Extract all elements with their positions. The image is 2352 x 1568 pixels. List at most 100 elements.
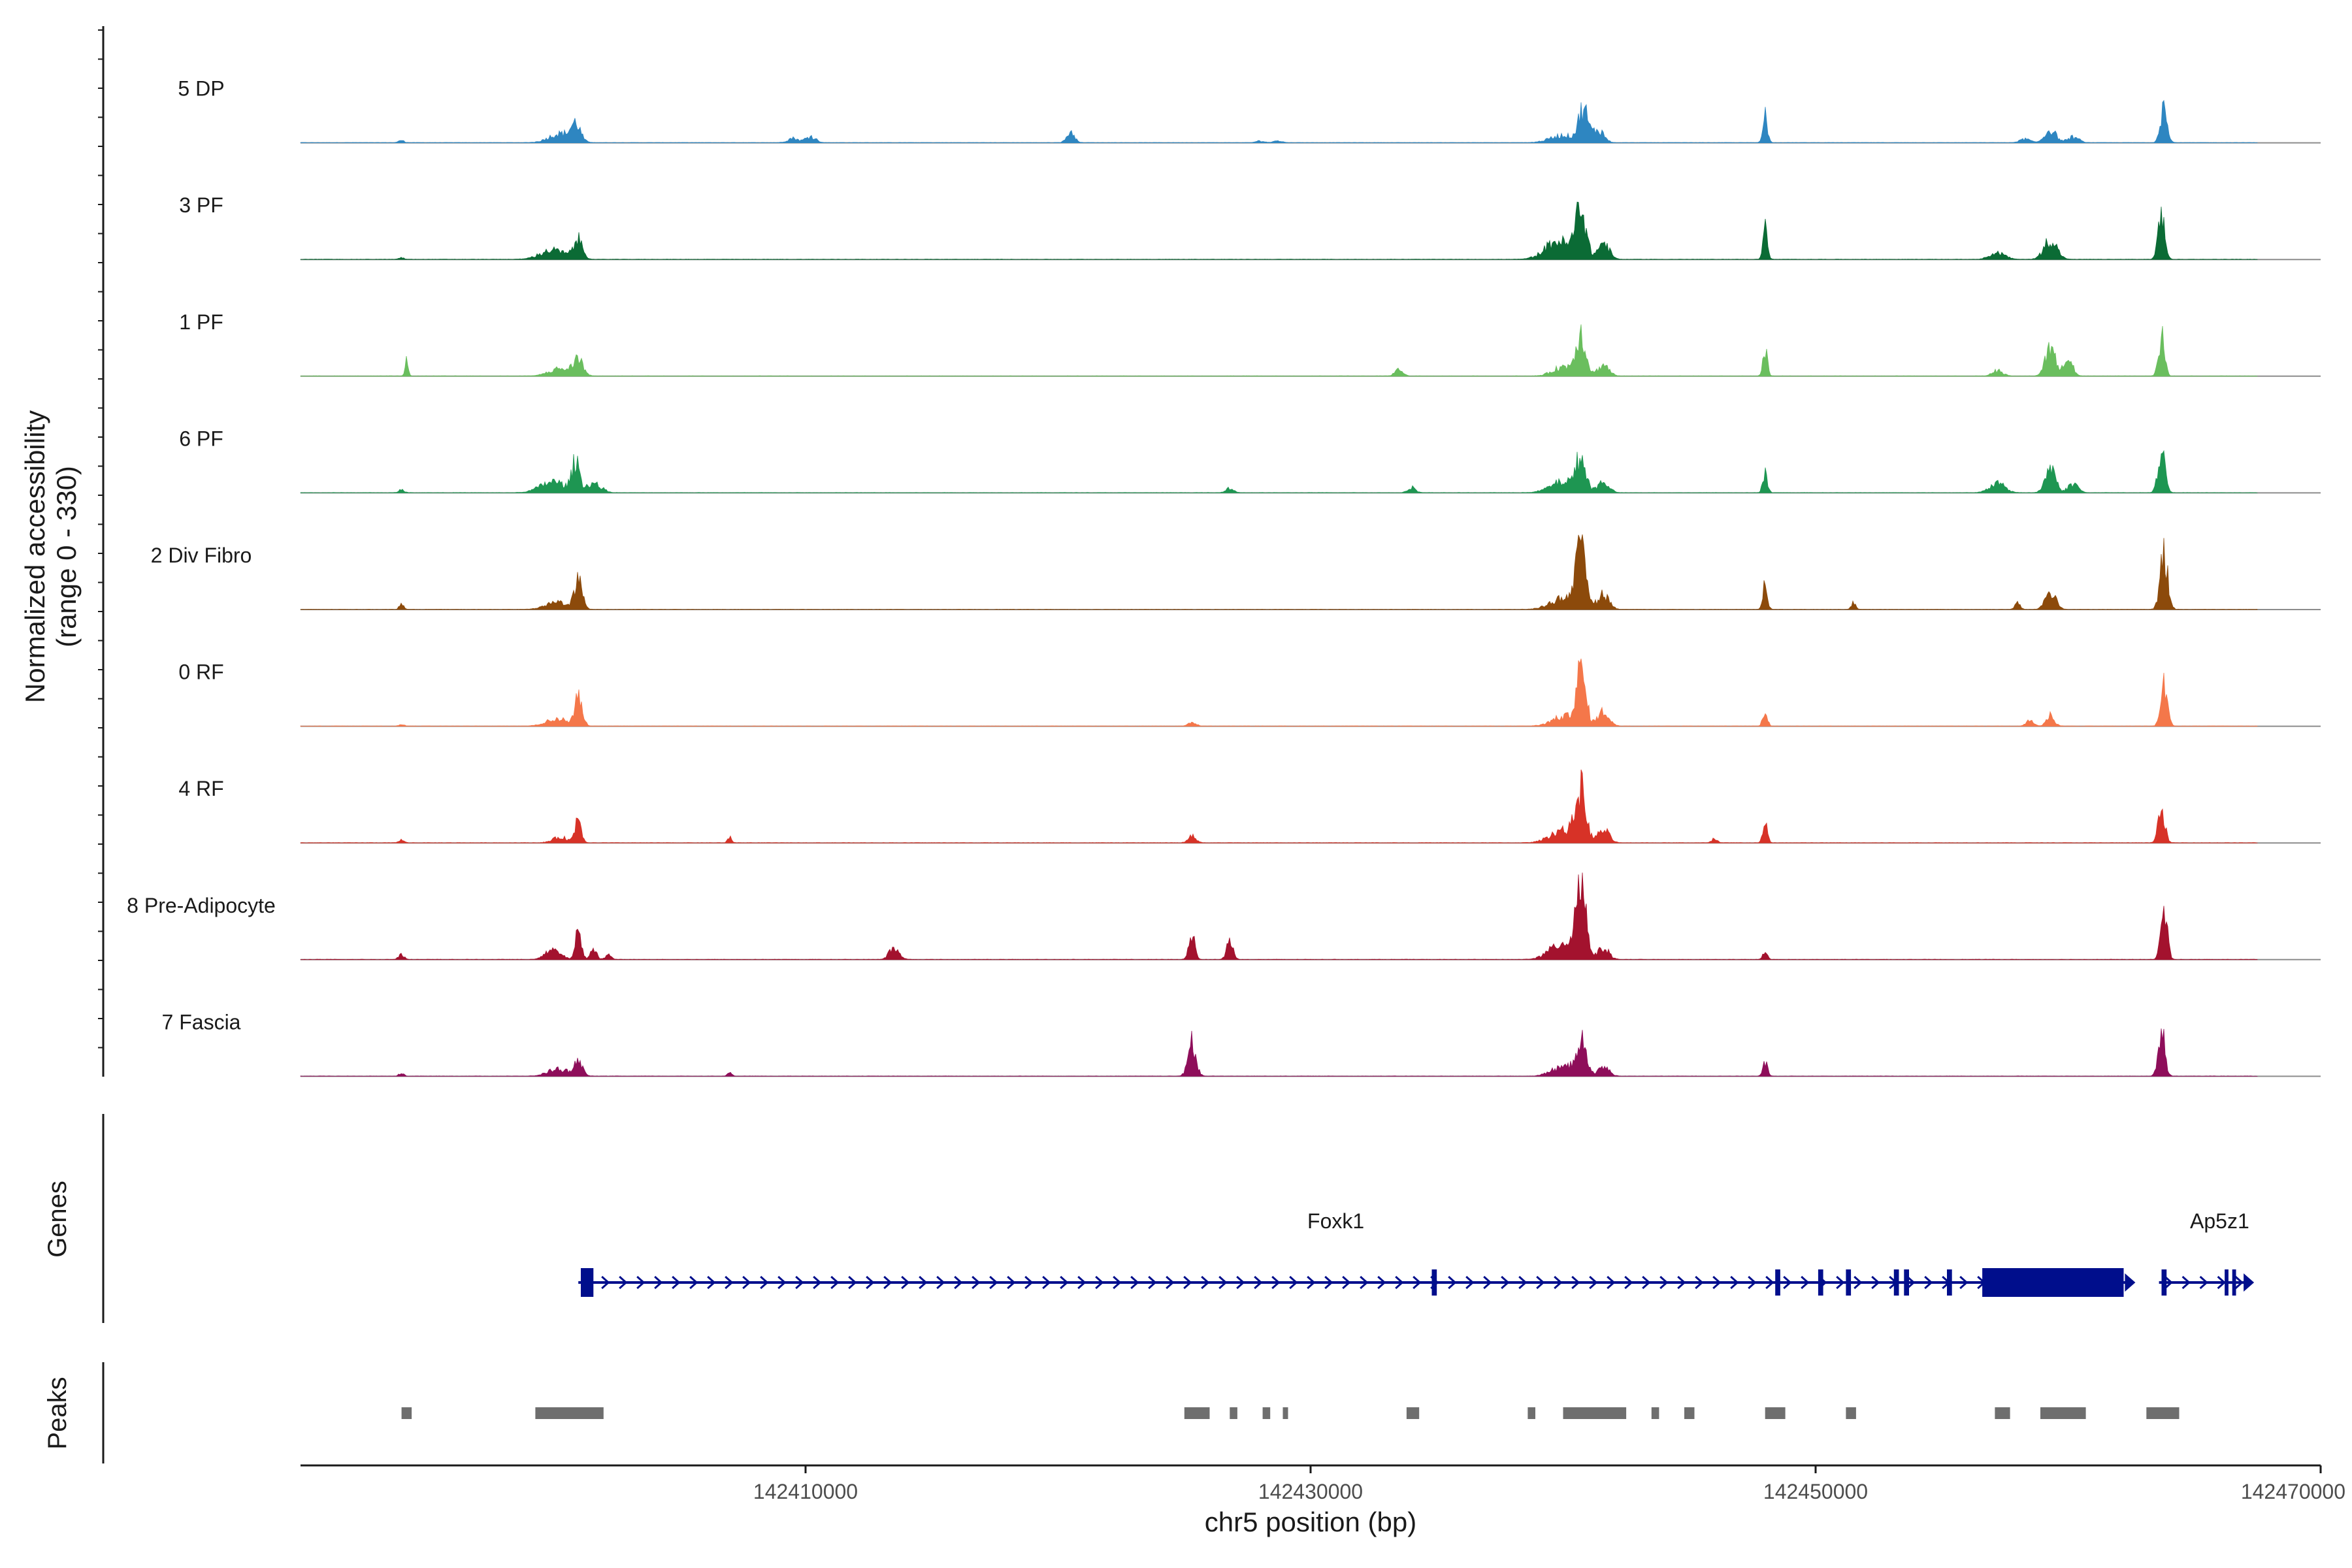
peak-region	[1527, 1407, 1535, 1419]
strand-arrow	[1730, 1275, 1739, 1290]
strand-arrow	[1659, 1275, 1669, 1290]
genes-panel-label: Genes	[43, 1181, 72, 1258]
strand-arrow	[636, 1275, 645, 1290]
exon	[581, 1268, 594, 1297]
x-tick-label: 142450000	[1763, 1480, 1868, 1503]
track-3-pf: 3 PF	[179, 193, 2321, 261]
gene-end-arrow	[2244, 1273, 2255, 1292]
strand-arrow	[1712, 1275, 1722, 1290]
strand-arrow	[1324, 1275, 1333, 1290]
x-tick-label: 142410000	[753, 1480, 858, 1503]
strand-arrow	[1130, 1275, 1139, 1290]
strand-arrow	[2164, 1275, 2173, 1290]
strand-arrow	[2181, 1275, 2191, 1290]
exon	[1904, 1269, 1909, 1296]
gene-label: Foxk1	[1307, 1209, 1364, 1233]
strand-arrow	[1095, 1275, 1104, 1290]
strand-arrow	[848, 1275, 857, 1290]
strand-arrow	[777, 1275, 787, 1290]
track-2-div-fibro: 2 Div Fibro	[151, 534, 2321, 610]
peaks-panel-label: Peaks	[43, 1377, 72, 1449]
strand-arrow	[1307, 1275, 1316, 1290]
exon	[1893, 1269, 1899, 1296]
strand-arrow	[1024, 1275, 1034, 1290]
peak-region	[1651, 1407, 1659, 1419]
strand-arrow	[742, 1275, 751, 1290]
coverage-y-axis	[98, 26, 105, 1077]
strand-arrow	[989, 1275, 998, 1290]
strand-arrow	[725, 1275, 734, 1290]
coverage-area	[300, 449, 2258, 493]
track-1-pf: 1 PF	[179, 310, 2321, 377]
strand-arrow	[1854, 1275, 1863, 1290]
coverage-area	[300, 1028, 2258, 1077]
exon	[2225, 1269, 2229, 1296]
peak-region	[1563, 1407, 1627, 1419]
strand-arrow	[1642, 1275, 1651, 1290]
exon	[2161, 1269, 2167, 1296]
x-tick-label: 142470000	[2241, 1480, 2345, 1503]
strand-arrow	[1501, 1275, 1510, 1290]
strand-arrow	[2199, 1275, 2208, 1290]
x-tick-label: 142430000	[1258, 1480, 1363, 1503]
y-axis-title-line1: Normalized accessibility	[20, 410, 50, 703]
track-4-rf: 4 RF	[178, 769, 2321, 844]
y-axis-title-line2: (range 0 - 330)	[51, 466, 82, 647]
strand-arrow	[1377, 1275, 1386, 1290]
peak-region	[401, 1407, 412, 1419]
strand-arrow	[919, 1275, 928, 1290]
track-0-rf: 0 RF	[178, 659, 2321, 727]
strand-arrow	[901, 1275, 910, 1290]
genes-panel: Genes Foxk1 Ap5z1	[43, 1114, 2255, 1323]
strand-arrow	[954, 1275, 963, 1290]
strand-arrow	[936, 1275, 945, 1290]
track-5-dp: 5 DP	[178, 77, 2321, 144]
strand-arrow	[689, 1275, 698, 1290]
strand-arrow	[1007, 1275, 1016, 1290]
strand-arrow	[1183, 1275, 1192, 1290]
strand-arrow	[1448, 1275, 1457, 1290]
strand-arrow	[1748, 1275, 1757, 1290]
coverage-area	[300, 769, 2258, 843]
coverage-area	[300, 99, 2258, 144]
peak-region	[1262, 1407, 1271, 1419]
exon	[1775, 1269, 1780, 1296]
strand-arrow	[1148, 1275, 1157, 1290]
strand-arrow	[1236, 1275, 1245, 1290]
strand-arrow	[830, 1275, 840, 1290]
coverage-area	[300, 872, 2258, 960]
gene-foxk1: Foxk1	[578, 1209, 2136, 1297]
strand-arrow	[1906, 1275, 1916, 1290]
track-label: 6 PF	[179, 427, 223, 450]
strand-arrow	[1677, 1275, 1686, 1290]
strand-arrow	[1695, 1275, 1704, 1290]
track-label: 0 RF	[178, 661, 223, 684]
gene-label: Ap5z1	[2190, 1209, 2249, 1233]
exon	[1431, 1269, 1437, 1296]
strand-arrow	[1801, 1275, 1810, 1290]
strand-arrow	[1289, 1275, 1298, 1290]
gene-models: Foxk1 Ap5z1	[578, 1209, 2255, 1297]
peak-region	[1995, 1407, 2010, 1419]
track-label: 2 Div Fibro	[151, 544, 252, 567]
strand-arrow	[1360, 1275, 1369, 1290]
strand-arrow	[654, 1275, 663, 1290]
strand-arrow	[1042, 1275, 1051, 1290]
exon	[1947, 1269, 1952, 1296]
strand-arrow	[1554, 1275, 1563, 1290]
strand-arrow	[1589, 1275, 1598, 1290]
track-6-pf: 6 PF	[179, 427, 2321, 494]
exon	[1818, 1269, 1823, 1296]
strand-arrow	[2234, 1275, 2244, 1290]
strand-arrow	[1518, 1275, 1527, 1290]
strand-arrow	[1871, 1275, 1880, 1290]
strand-arrow	[1218, 1275, 1228, 1290]
strand-arrow	[1077, 1275, 1086, 1290]
track-label: 7 Fascia	[162, 1010, 241, 1034]
track-label: 4 RF	[178, 777, 223, 800]
gene-end-arrow	[2125, 1273, 2136, 1292]
strand-arrow	[1166, 1275, 1175, 1290]
coverage-area	[300, 659, 2258, 727]
strand-arrow	[1536, 1275, 1545, 1290]
